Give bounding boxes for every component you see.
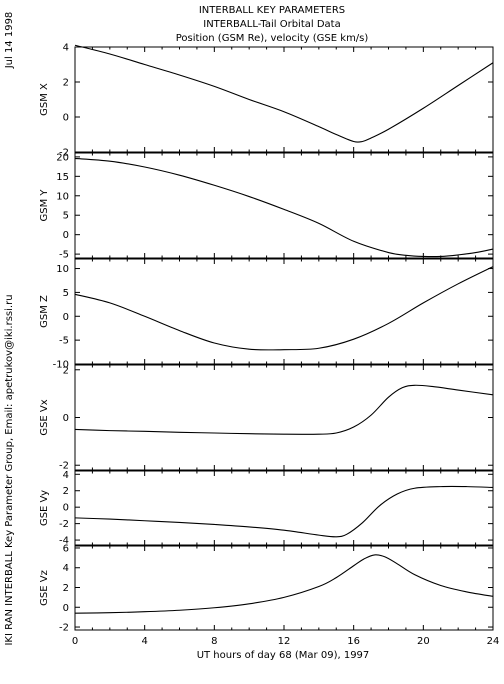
x-tick-label: 8 — [211, 636, 217, 647]
y-axis-label: GSM X — [39, 83, 50, 116]
panel-5: 4 2 0 -2 -4 GSE Vy — [39, 470, 494, 547]
y-tick-label: -2 — [59, 461, 69, 472]
chart-title-line-3: Position (GSM Re), velocity (GSE km/s) — [176, 33, 369, 44]
y-axis-label: GSE Vy — [39, 490, 50, 526]
y-tick-label: -5 — [59, 250, 69, 261]
y-axis-label: GSM Z — [39, 295, 50, 328]
y-tick-label: 0 — [63, 113, 69, 124]
y-tick-label: 2 — [63, 365, 69, 376]
y-tick-label: 5 — [63, 211, 69, 222]
y-tick-label: -10 — [53, 360, 69, 371]
y-tick-label: 0 — [63, 603, 69, 614]
y-tick-label: -2 — [59, 623, 69, 634]
y-tick-label: 20 — [56, 152, 69, 163]
y-tick-label: 4 — [63, 563, 69, 574]
panel-frame — [74, 258, 494, 365]
panel-6: 6 4 2 0 -2 GSE Vz — [39, 543, 494, 634]
y-tick-label: 2 — [63, 486, 69, 497]
series-line — [74, 266, 494, 351]
y-axis-label: GSE Vx — [39, 399, 50, 435]
panel-frame — [74, 364, 494, 471]
panel-2: 20 15 10 5 0 -5 GSM Y — [39, 152, 494, 261]
y-tick-label: 0 — [63, 312, 69, 323]
series-line — [74, 157, 494, 258]
chart-title-line-1: INTERBALL KEY PARAMETERS — [199, 5, 345, 16]
y-tick-label: 0 — [63, 230, 69, 241]
panel-frame — [74, 152, 494, 259]
y-tick-label: -2 — [59, 148, 69, 159]
y-tick-label: 0 — [63, 413, 69, 424]
y-tick-label: -4 — [59, 536, 69, 547]
y-tick-label: 2 — [63, 78, 69, 89]
panel-1: 4 2 0 -2 GSM X — [39, 43, 494, 159]
panel-3: 10 5 0 -5 -10 GSM Z — [39, 258, 494, 371]
y-tick-label: 0 — [63, 503, 69, 514]
y-tick-label: -2 — [59, 519, 69, 530]
x-tick-label: 4 — [141, 636, 147, 647]
y-tick-label: -5 — [59, 336, 69, 347]
y-tick-label: 4 — [63, 470, 69, 481]
x-tick-label: 12 — [278, 636, 291, 647]
y-tick-label: 10 — [56, 191, 69, 202]
y-tick-label: 4 — [63, 43, 69, 54]
y-tick-label: 10 — [56, 264, 69, 275]
series-line — [74, 485, 494, 538]
y-tick-label: 6 — [63, 543, 69, 554]
panel-4: 2 0 -2 GSE Vx — [39, 364, 494, 472]
x-axis-label: UT hours of day 68 (Mar 09), 1997 — [197, 650, 370, 661]
x-tick-label: 20 — [417, 636, 430, 647]
credit-text: IKI RAN INTERBALL Key Parameter Group, E… — [4, 294, 15, 645]
y-tick-label: 5 — [63, 288, 69, 299]
x-tick-label: 0 — [72, 636, 78, 647]
y-axis-label: GSM Y — [39, 189, 50, 222]
chart-title-line-2: INTERBALL-Tail Orbital Data — [203, 19, 340, 30]
panel-frame — [74, 470, 494, 546]
y-axis-label: GSE Vz — [39, 570, 50, 606]
series-line — [74, 554, 494, 614]
panel-frame — [74, 545, 494, 631]
x-tick-label: 24 — [487, 636, 500, 647]
y-tick-label: 15 — [56, 172, 69, 183]
series-line — [74, 384, 494, 435]
x-tick-label: 16 — [347, 636, 360, 647]
date-stamp: Jul 14 1998 — [4, 12, 15, 70]
y-tick-label: 2 — [63, 583, 69, 594]
series-line — [74, 44, 494, 143]
